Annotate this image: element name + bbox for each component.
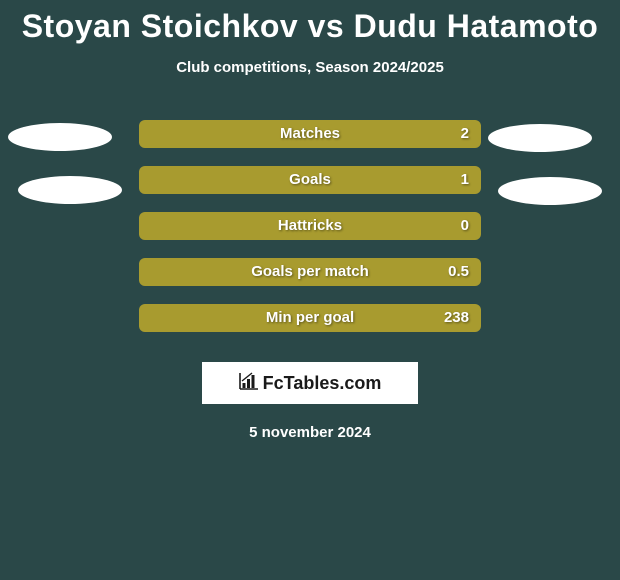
stat-value: 0.5	[448, 258, 469, 286]
decorative-ellipse	[8, 123, 112, 151]
stat-bar: Matches 2	[139, 120, 481, 148]
decorative-ellipse	[18, 176, 122, 204]
stat-label: Goals per match	[251, 258, 369, 286]
subtitle: Club competitions, Season 2024/2025	[0, 59, 620, 76]
stat-value: 1	[461, 166, 469, 194]
stat-value: 2	[461, 120, 469, 148]
bar-chart-icon	[239, 372, 259, 395]
logo-box: FcTables.com	[202, 362, 418, 404]
stat-bar: Hattricks 0	[139, 212, 481, 240]
stat-bar: Min per goal 238	[139, 304, 481, 332]
comparison-infographic: Stoyan Stoichkov vs Dudu Hatamoto Club c…	[0, 0, 620, 441]
decorative-ellipse	[488, 124, 592, 152]
stat-label: Min per goal	[266, 304, 354, 332]
stat-row: Min per goal 238	[0, 298, 620, 344]
stat-bar: Goals 1	[139, 166, 481, 194]
player2-name: Dudu Hatamoto	[354, 8, 599, 44]
brand-logo: FcTables.com	[239, 372, 382, 395]
stat-row: Goals per match 0.5	[0, 252, 620, 298]
stat-value: 0	[461, 212, 469, 240]
stat-bar: Goals per match 0.5	[139, 258, 481, 286]
page-title: Stoyan Stoichkov vs Dudu Hatamoto	[0, 8, 620, 45]
stat-row: Hattricks 0	[0, 206, 620, 252]
vs-separator: vs	[308, 8, 345, 44]
stat-label: Matches	[280, 120, 340, 148]
stat-label: Goals	[289, 166, 331, 194]
brand-prefix: Fc	[263, 373, 284, 394]
brand-suffix: Tables.com	[284, 373, 382, 394]
decorative-ellipse	[498, 177, 602, 205]
stat-label: Hattricks	[278, 212, 342, 240]
player1-name: Stoyan Stoichkov	[22, 8, 299, 44]
stat-value: 238	[444, 304, 469, 332]
date-label: 5 november 2024	[0, 424, 620, 441]
